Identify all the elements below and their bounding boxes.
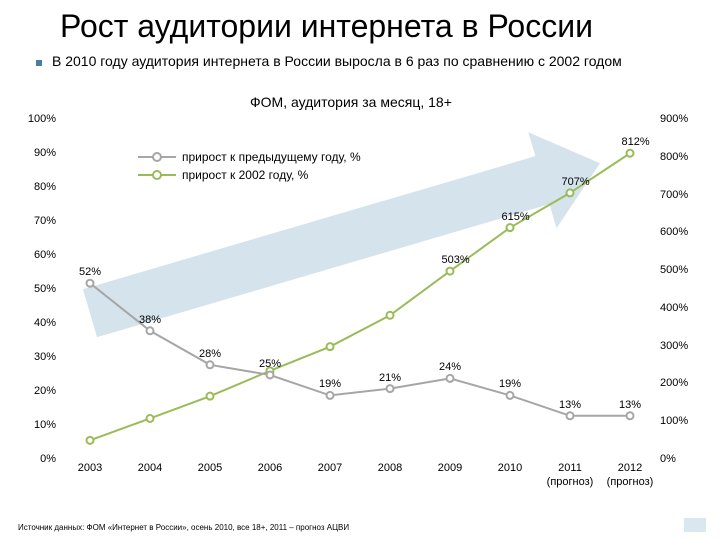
y-left-tick: 100% — [18, 113, 56, 125]
y-right-tick: 300% — [660, 340, 702, 352]
bullet-icon — [36, 60, 42, 66]
x-label: 2003 — [78, 462, 102, 474]
data-label-s1: 24% — [439, 362, 461, 374]
y-left-tick: 30% — [18, 351, 56, 363]
legend-item-2: прирост к 2002 году, % — [138, 168, 361, 182]
x-label: 2004 — [138, 462, 162, 474]
x-label: 2009 — [438, 462, 462, 474]
y-left-tick: 60% — [18, 249, 56, 261]
x-label: 2011 — [558, 462, 582, 474]
y-right-tick: 200% — [660, 377, 702, 389]
x-label: 2008 — [378, 462, 402, 474]
y-left-tick: 70% — [18, 215, 56, 227]
slide-subtitle: В 2010 году аудитория интернета в России… — [52, 52, 680, 72]
legend-marker-2 — [138, 168, 176, 182]
data-label-s2: 707% — [562, 176, 590, 188]
y-right-tick: 400% — [660, 302, 702, 314]
data-label-s1: 13% — [559, 399, 581, 411]
data-label-s2: 503% — [442, 254, 470, 266]
y-left-tick: 10% — [18, 419, 56, 431]
data-label-s1: 25% — [259, 358, 281, 370]
y-right-tick: 0% — [660, 453, 702, 465]
data-label-s1: 28% — [199, 348, 221, 360]
data-label-s2: 615% — [502, 211, 530, 223]
data-label-s1: 13% — [619, 399, 641, 411]
legend-marker-1 — [138, 150, 176, 164]
y-left-tick: 40% — [18, 317, 56, 329]
legend: прирост к предыдущему году, % прирост к … — [138, 150, 361, 186]
x-sublabel: (прогноз) — [547, 476, 594, 488]
y-left-tick: 50% — [18, 283, 56, 295]
data-label-s1: 19% — [319, 379, 341, 391]
y-left-tick: 90% — [18, 147, 56, 159]
y-left-tick: 80% — [18, 181, 56, 193]
slide: Рост аудитории интернета в России В 2010… — [0, 0, 720, 540]
legend-label-1: прирост к предыдущему году, % — [182, 150, 361, 164]
legend-item-1: прирост к предыдущему году, % — [138, 150, 361, 164]
x-label: 2006 — [258, 462, 282, 474]
y-left-tick: 20% — [18, 385, 56, 397]
data-label-s1: 21% — [379, 372, 401, 384]
slide-title: Рост аудитории интернета в России — [60, 8, 680, 45]
x-label: 2012 — [618, 462, 642, 474]
x-label: 2005 — [198, 462, 222, 474]
y-right-tick: 500% — [660, 264, 702, 276]
y-left-tick: 0% — [18, 453, 56, 465]
legend-label-2: прирост к 2002 году, % — [182, 168, 308, 182]
y-right-tick: 800% — [660, 151, 702, 163]
y-right-tick: 100% — [660, 415, 702, 427]
slide-sub2: ФОМ, аудитория за месяц, 18+ — [250, 94, 452, 110]
x-label: 2010 — [498, 462, 522, 474]
x-sublabel: (прогноз) — [607, 476, 654, 488]
y-right-tick: 600% — [660, 226, 702, 238]
page-number-box — [684, 518, 706, 532]
x-label: 2007 — [318, 462, 342, 474]
data-label-s1: 52% — [79, 266, 101, 278]
data-label-s1: 19% — [499, 379, 521, 391]
data-label-s1: 38% — [139, 314, 161, 326]
y-right-tick: 700% — [660, 189, 702, 201]
chart: 52% 38% 28% 25% 19% 21% 24% 19% 13% 13% 503% 615% 70… — [18, 120, 702, 490]
data-label-s2: 812% — [622, 136, 650, 148]
footer-source: Источник данных: ФОМ «Интернет в России»… — [18, 523, 349, 532]
y-right-tick: 900% — [660, 113, 702, 125]
